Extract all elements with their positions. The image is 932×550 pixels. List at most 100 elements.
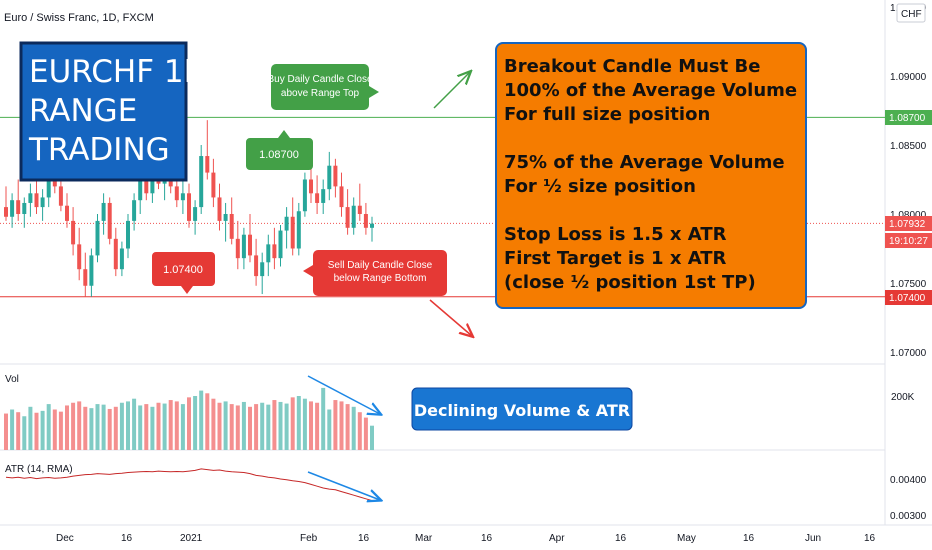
candle-body [272,244,277,259]
time-tick-jun16: 16 [864,533,876,544]
atr-decline-arrow [307,471,380,500]
price-tick-2: 1.09000 [890,72,927,83]
range-top-tag [885,110,932,125]
volume-bar [71,402,76,450]
countdown-tag-text: 19:10:27 [889,236,928,247]
rules-line-1: Breakout Candle Must Be [504,56,760,77]
candle-body [266,244,271,263]
range-top-tag-text: 1.08700 [889,113,926,124]
volume-bar [302,398,307,450]
time-tick-may: May [677,533,696,544]
candle-body [363,214,368,228]
candle-body [333,165,338,187]
rules-line-6: For ½ size position [504,176,696,197]
buy-callout-line-1: Buy Daily Candle Close [267,74,372,85]
bottom-price-callout [152,252,215,294]
candle-body [290,216,295,249]
candle-body [339,186,344,208]
volume-bar [95,404,100,450]
time-tick-dec16: 16 [121,533,133,544]
rules-line-8: Stop Loss is 1.5 x ATR [504,224,727,245]
volume-bar [34,412,39,450]
volume-bar [370,425,374,450]
candle-body [211,172,216,198]
candle-body [77,244,82,270]
volume-bar [266,404,271,450]
volume-bar [272,400,277,450]
buy-callout-pointer [369,86,379,98]
title-line-3: TRADING [28,132,170,168]
volume-bar [333,400,338,450]
candle-body [174,186,179,201]
price-axis: 1.09500 1.09000 1.08500 1.08000 1.07500 … [890,3,927,359]
candle-body [22,202,27,214]
candle-body [144,179,149,194]
volume-axis-tick: 200K [891,392,915,403]
time-tick-dec: Dec [56,533,74,544]
volume-bar [309,401,313,450]
time-tick-jun: Jun [805,533,821,544]
volume-note-box [411,387,633,431]
last-price-tag [885,216,932,231]
candle-body [83,269,88,286]
currency-button[interactable] [896,3,926,23]
time-tick-apr: Apr [549,533,565,544]
candle-body [241,234,246,259]
volume-bar [187,397,191,450]
rules-line-2: 100% of the Average Volume [504,80,797,101]
volume-bar [235,405,240,450]
rules-line-5: 75% of the Average Volume [504,152,785,173]
candle-body [199,156,204,208]
volume-note-text: Declining Volume & ATR [414,401,630,420]
volume-bar [144,404,149,450]
candle-body [34,193,39,208]
rules-line-9: First Target is 1 x ATR [504,248,727,269]
candle-body [278,230,283,259]
volume-bar [132,398,137,450]
volume-bar [351,406,356,450]
candle-body [296,211,301,249]
volume-bar [241,401,246,450]
candle-body [321,189,326,203]
rules-line-10: (close ½ position 1st TP) [504,272,756,293]
candle-body [260,262,265,277]
breakout-down-arrow [429,299,472,336]
rules-text: Breakout Candle Must Be 100% of the Aver… [504,56,797,293]
volume-bar [248,406,252,450]
volume-bar [357,412,362,450]
volume-bar [65,405,69,450]
volume-bar [254,404,259,450]
volume-bar [138,405,143,450]
volume-bar [22,416,27,450]
volume-bar [150,406,155,450]
candle-body [138,179,143,201]
volume-bar [162,403,167,450]
candle-body [4,207,8,217]
candle-body [113,238,118,270]
price-tick-5: 1.07500 [890,279,927,290]
volume-bar [156,402,161,450]
volume-bar [126,401,130,450]
bottom-price-callout-text: 1.07400 [163,264,203,276]
candle-body [351,205,356,228]
currency-label: CHF [901,9,922,20]
price-tick-3: 1.08500 [890,141,927,152]
candle-body [71,220,76,245]
candle-body [357,205,362,214]
sell-callout-line-2: below Range Bottom [334,273,427,284]
candle-body [65,205,69,221]
buy-callout-line-2: above Range Top [281,88,360,99]
candle-body [205,156,210,173]
candle-body [40,197,45,208]
candle-body [16,200,21,214]
candle-body [345,207,350,228]
volume-bar [229,404,234,450]
sell-callout [313,250,447,296]
atr-line [5,468,373,502]
volume-bar [52,409,57,450]
time-tick-2021: 2021 [180,533,203,544]
time-tick-may16: 16 [743,533,755,544]
candle-body [119,248,124,270]
volume-bar [180,404,185,450]
